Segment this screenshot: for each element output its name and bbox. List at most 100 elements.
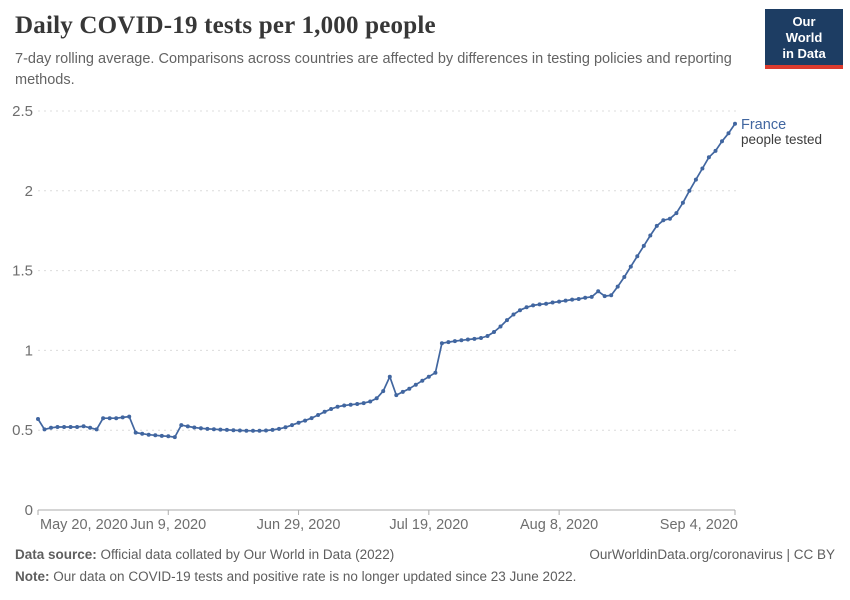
series-point	[609, 293, 614, 298]
series-point	[557, 299, 562, 304]
series-point	[667, 216, 672, 221]
series-point	[153, 433, 158, 438]
y-tick-label: 0.5	[12, 422, 33, 439]
series-point	[237, 428, 242, 433]
series-point	[94, 427, 99, 432]
series-point	[244, 428, 249, 433]
series-point	[439, 341, 444, 346]
series-point	[374, 396, 379, 401]
series-point	[700, 166, 705, 171]
series-point	[133, 430, 138, 435]
note-line: Note: Our data on COVID-19 tests and pos…	[15, 566, 835, 588]
x-tick-label: Aug 8, 2020	[520, 517, 598, 533]
series-point	[251, 428, 255, 433]
series-point	[492, 330, 496, 334]
series-point	[179, 423, 184, 428]
series-point	[720, 139, 724, 144]
series-point	[75, 425, 80, 429]
series-point	[459, 338, 464, 343]
series-point	[218, 427, 223, 432]
series-point	[524, 305, 529, 310]
series-point	[335, 404, 340, 409]
series-point	[205, 426, 210, 431]
series-point	[283, 425, 288, 430]
series-point	[62, 425, 67, 429]
page-title: Daily COVID-19 tests per 1,000 people	[15, 12, 436, 39]
x-tick-label: Jun 9, 2020	[130, 517, 206, 533]
data-source-text: Official data collated by Our World in D…	[100, 547, 395, 562]
series-point	[648, 233, 653, 238]
series-point	[107, 416, 112, 421]
series-point	[472, 336, 477, 341]
series-point	[596, 289, 601, 294]
series-point	[570, 297, 575, 302]
x-tick-label: May 20, 2020	[40, 517, 128, 533]
series-point	[661, 218, 666, 223]
series-point	[172, 435, 177, 440]
series-point	[713, 148, 718, 153]
series-point	[426, 374, 431, 379]
x-tick-label: Jun 29, 2020	[257, 517, 341, 533]
series-point	[674, 211, 679, 216]
series-point	[485, 334, 490, 338]
series-point	[211, 427, 216, 432]
series-point	[198, 426, 203, 431]
series-line-france	[37, 122, 736, 438]
series-point	[49, 425, 53, 430]
series-point	[693, 177, 698, 182]
footer-link[interactable]: OurWorldinData.org/coronavirus | CC BY	[589, 547, 835, 562]
y-tick-label: 2	[25, 183, 33, 200]
series-point	[583, 295, 588, 300]
series-point	[654, 223, 659, 228]
owid-logo-line1: Our World	[785, 14, 823, 45]
y-tick-label: 0	[25, 502, 33, 519]
series-point	[687, 188, 692, 193]
series-point	[465, 337, 470, 342]
y-tick-label: 1	[25, 342, 33, 359]
series-point	[290, 423, 294, 428]
series-point	[329, 407, 334, 411]
series-point	[127, 414, 132, 419]
series-point	[361, 401, 366, 406]
data-source-line: Data source: Official data collated by O…	[15, 544, 835, 566]
series-point	[296, 420, 301, 425]
footer-row: Data source: Official data collated by O…	[15, 544, 835, 566]
series-point	[407, 386, 412, 391]
data-source-label: Data source:	[15, 547, 97, 562]
series-point	[55, 425, 60, 429]
series-point	[498, 324, 503, 329]
page-subtitle: 7-day rolling average. Comparisons acros…	[15, 51, 732, 89]
series-point	[140, 431, 145, 436]
series-label-france: France	[741, 117, 786, 133]
series-point	[518, 308, 522, 313]
series-point	[120, 415, 125, 420]
series-point	[368, 399, 373, 404]
series-point	[42, 427, 47, 432]
header: Daily COVID-19 tests per 1,000 people 7-…	[15, 12, 835, 91]
series-point	[602, 294, 607, 299]
series-point	[726, 131, 731, 136]
series-point	[322, 409, 327, 414]
series-point	[563, 298, 568, 303]
series-point	[706, 155, 711, 160]
series-point	[348, 402, 353, 407]
series-point	[231, 428, 236, 433]
series-point	[277, 426, 281, 431]
series-sublabel: people tested	[741, 132, 822, 147]
y-tick-label: 2.5	[12, 103, 33, 120]
series-point	[101, 416, 106, 421]
series-point	[257, 428, 262, 433]
series-point	[733, 121, 737, 126]
series-point	[342, 403, 347, 408]
series-point	[36, 417, 40, 421]
series-point	[550, 300, 555, 305]
series-point	[680, 200, 685, 205]
series-point	[446, 340, 451, 345]
owid-logo[interactable]: Our World in Data	[765, 9, 843, 69]
series-point	[433, 370, 438, 375]
series-point	[400, 389, 405, 394]
series-point	[355, 402, 360, 406]
note-label: Note:	[15, 569, 50, 584]
x-tick-label: Sep 4, 2020	[660, 517, 738, 533]
